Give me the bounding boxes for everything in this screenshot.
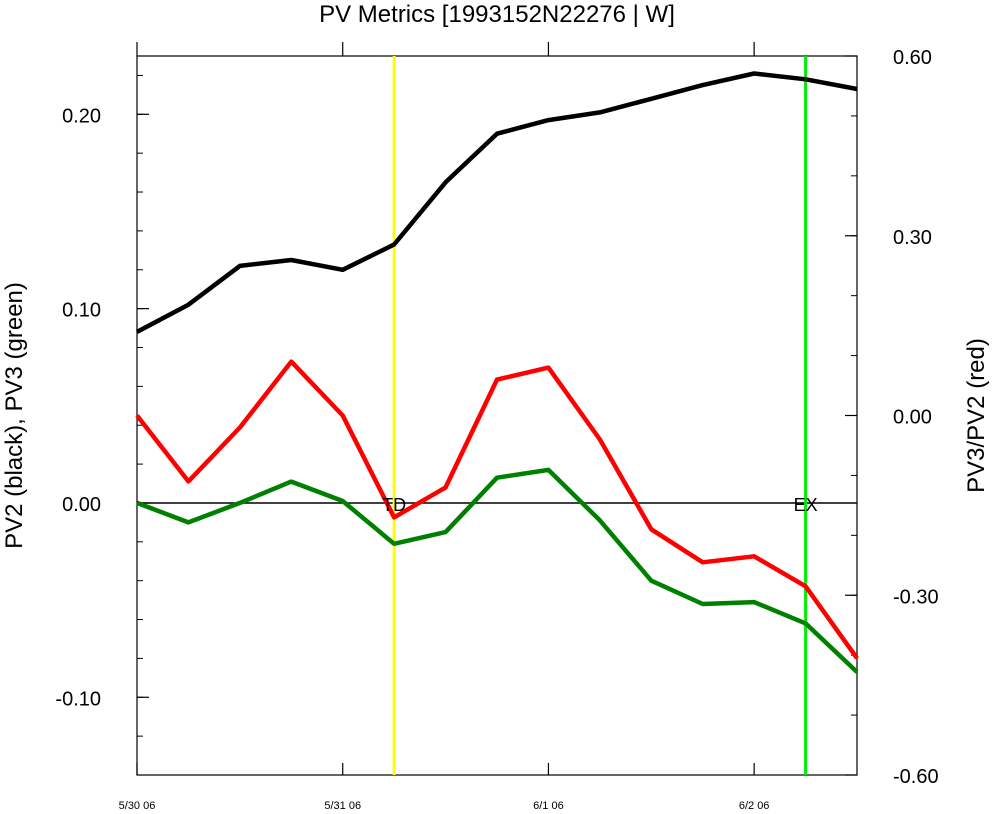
x-tick-label: 6/2 06 (739, 800, 770, 812)
x-tick-label: 5/30 06 (119, 800, 156, 812)
left-tick-label: 0.00 (62, 494, 101, 516)
right-axis-label: PV3/PV2 (red) (963, 338, 990, 493)
x-tick-label: 6/1 06 (533, 800, 564, 812)
left-tick-label: 0.20 (62, 105, 101, 127)
right-tick-label: 0.30 (893, 227, 932, 249)
left-axis-label: PV2 (black), PV3 (green) (1, 282, 28, 549)
x-tick-label: 5/31 06 (324, 800, 361, 812)
left-tick-label: 0.10 (62, 300, 101, 322)
event-marker-label: EX (794, 495, 818, 515)
right-tick-label: 0.60 (893, 47, 932, 69)
pv2-line (135, 71, 858, 334)
pv3-pv2-ratio-line (135, 359, 859, 660)
pv3-line (136, 467, 859, 674)
right-tick-label: -0.60 (893, 766, 939, 788)
chart-title: PV Metrics [1993152N22276 | W] (319, 1, 675, 28)
right-tick-label: 0.00 (893, 407, 932, 429)
right-tick-label: -0.30 (893, 586, 939, 608)
plot-frame (136, 55, 858, 776)
left-tick-label: -0.10 (55, 688, 101, 710)
event-marker-label: TD (382, 495, 406, 515)
